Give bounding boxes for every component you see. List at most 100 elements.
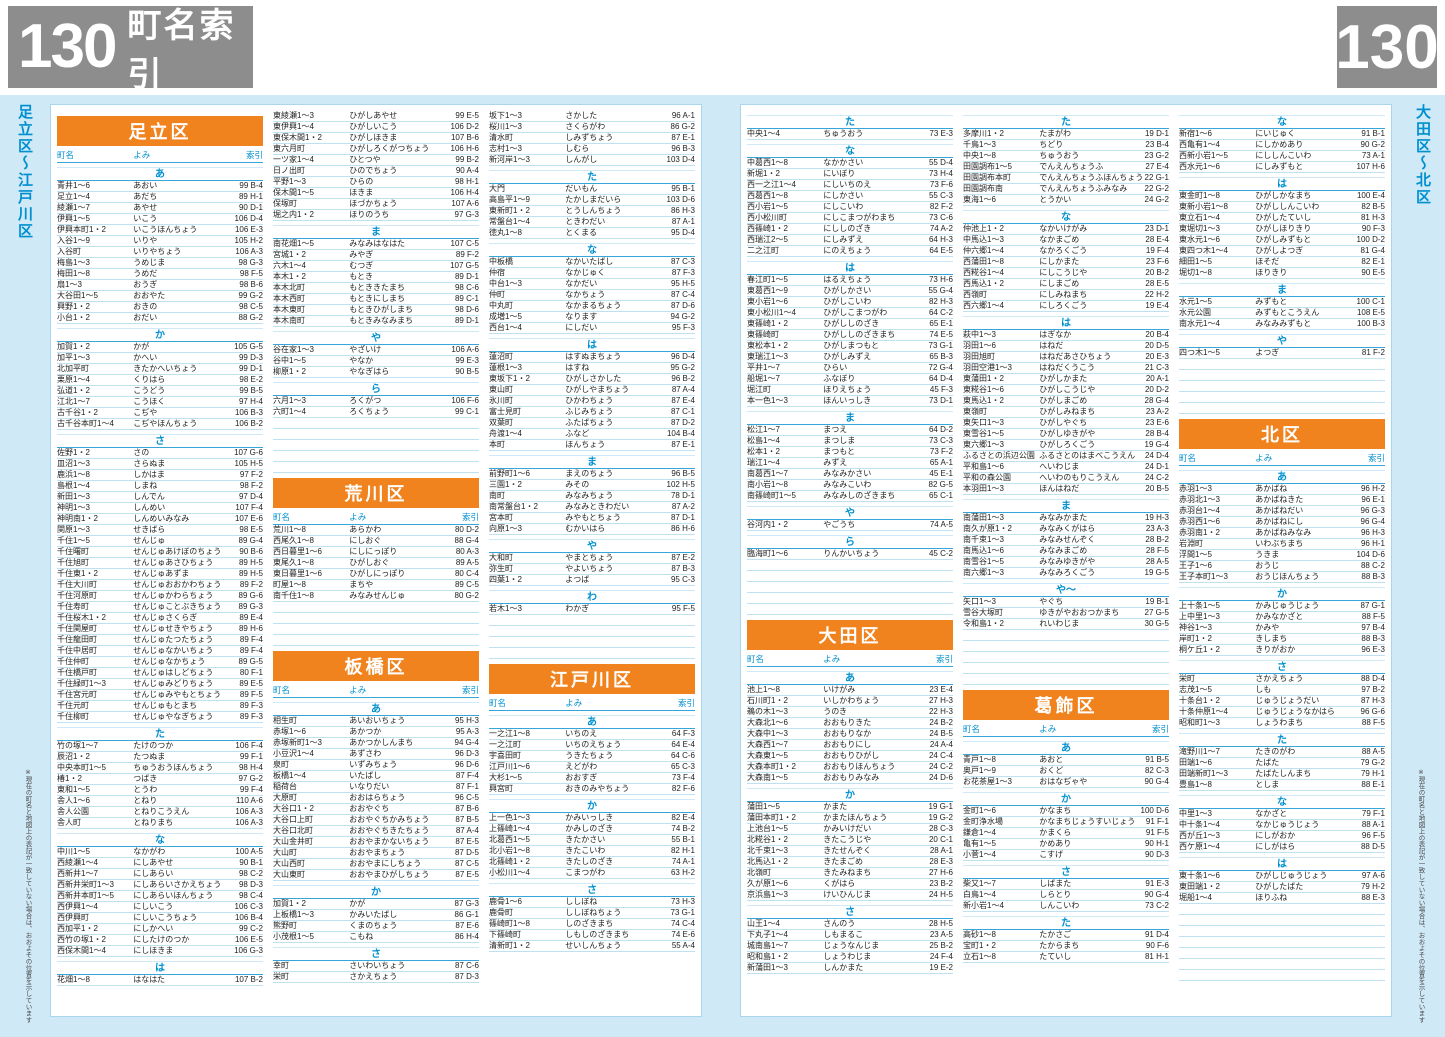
kana-letter: ま [1277,285,1287,296]
index-row: 千鳥1～3 ちどり 23 B-4 [963,140,1169,151]
reading: みなみこいわ [823,480,872,489]
town-name: 南葛西1～7 [747,469,788,478]
kana-letter: さ [155,436,165,447]
town-name: 東伊興1～4 [273,122,314,131]
town-name: 北嶺町 [747,868,771,877]
town-name: 船堀1～7 [747,374,780,383]
town-name: 十条台1・2 [1179,696,1220,705]
town-name: 下篠崎町 [489,930,521,939]
town-name: 千住関屋町 [57,624,97,633]
index-row: 興宮町 おきのみやちょう 82 F-6 [489,784,695,795]
index-row: 本町 ほんちょう 87 E-1 [489,440,695,451]
reading: しんめいみなみ [133,514,190,523]
reading: さくらがわ [565,122,606,131]
index-row: 東坂下1・2 ひがしさかした 96 B-2 [489,374,695,385]
map-ref: 74 B-2 [671,824,695,833]
col-head-town-name: 町名 [1179,453,1197,463]
index-row: 東馬込1・2 ひがしまごめ 28 G-4 [963,396,1169,407]
town-name: 梅島1～3 [57,258,90,267]
kana-section-label: あ [273,702,479,716]
index-row: ふるさとの浜辺公園 ふるさとのはまべこうえん 24 D-4 [963,451,1169,462]
index-column-2: 東綾瀬1～3 ひがしあやせ 99 E-5 東伊興1～4 ひがしいこう 106 D-2 東保木… [273,111,479,1014]
map-ref: 96 F-5 [1361,831,1385,840]
index-row: 東保木間1・2 ひがしほきま 107 B-6 [273,133,479,144]
town-name: 上一色1～3 [489,813,530,822]
index-row: 赤羽1～3 あかばね 96 H-2 [1179,484,1385,495]
reading: むつぎ [349,261,374,270]
index-row: 大森本町1・2 おおもりほんちょう 24 C-2 [747,762,953,773]
reading: おおやぐちかみちょう [349,815,430,824]
index-row: 江北1～7 こうほく 97 H-4 [57,397,263,408]
index-row: 千住河原町 せんじゅかわらちょう 89 G-6 [57,591,263,602]
index-row: 舟渡1～4 ふなど 104 B-4 [489,429,695,440]
reading: ちゅうおう [1039,151,1080,160]
reading: かみいけだい [823,824,872,833]
reading: あかばねきた [1255,495,1304,504]
index-row: 稲荷台 いなりだい 87 F-1 [273,782,479,793]
reading: かなまち [1039,806,1072,815]
kana-letter: や～ [1056,585,1076,596]
reading: ひかわちょう [565,396,614,405]
town-name: 石川町1・2 [747,696,788,705]
kana-letter: あ [845,673,855,684]
reading: なかいたばし [565,257,614,266]
map-ref: 89 E-4 [239,613,263,622]
town-name: 東松本1・2 [747,341,788,350]
map-ref: 28 G-4 [1144,396,1169,405]
reading: しんめい [133,503,166,512]
town-name: 岸町1・2 [1179,634,1212,643]
reading: ひがしやまちょう [565,385,630,394]
index-row: 弘道1・2 こうどう 99 B-5 [57,386,263,397]
empty-rule [1179,403,1385,414]
town-name: 東篠崎1・2 [747,319,788,328]
reading: うきま [1255,550,1280,559]
town-name: 東新小岩1～8 [1179,202,1228,211]
reading: みなみちょう [565,491,614,500]
map-ref: 91 F-5 [1145,828,1169,837]
map-ref: 65 C-1 [928,491,953,500]
reading: ふるさとのはまべこうえん [1039,451,1136,460]
town-name: 神明南1・2 [57,514,98,523]
index-row: 南水元1～4 みなみみずもと 100 B-3 [1179,319,1385,330]
kana-section-label: あ [1179,470,1385,484]
map-ref: 99 B-4 [239,181,263,190]
town-name: 北小岩1～8 [489,846,530,855]
town-name: 青戸1～8 [963,755,996,764]
town-name: 加平1～3 [57,353,90,362]
reading: いわぶちまち [1255,539,1304,548]
index-row: 西保木間1～4 にしほきま 106 G-3 [57,946,263,957]
map-ref: 96 E-3 [1361,645,1385,654]
index-row: 保木間1～5 ほきま 106 H-4 [273,188,479,199]
index-row: 立石1～8 たていし 81 H-1 [963,952,1169,963]
index-row: 南葛西1～7 みなみかさい 45 E-1 [747,469,953,480]
map-ref: 99 F-1 [239,752,263,761]
map-ref: 87 A-4 [455,826,479,835]
index-row: お花茶屋1～3 おはなぢゃや 90 G-4 [963,777,1169,788]
kana-section-label: た [963,916,1169,930]
map-ref: 95 H-5 [670,279,695,288]
kana-section-label: や [489,539,695,553]
town-name: 西篠崎1・2 [747,224,788,233]
reading: ひがしまごめ [1039,396,1088,405]
map-ref: 106 B-4 [234,913,263,922]
town-name: 舟渡1～4 [489,429,522,438]
index-row: 新蒲田1～3 しんかまた 19 E-2 [747,963,953,974]
col-head-town-name: 町名 [489,698,507,708]
empty-rule [747,560,953,571]
reading: たばた [1255,758,1280,767]
kana-section-label: や～ [963,583,1169,597]
reading: おおやまちょう [349,848,406,857]
town-name: 山王1～4 [747,919,780,928]
map-ref: 22 H-2 [1144,290,1169,299]
town-name: 中葛西1～8 [747,158,788,167]
index-row: 谷在家1～3 やざいけ 106 A-6 [273,345,479,356]
kana-letter: か [845,790,855,801]
reading: ほそだ [1255,257,1280,266]
index-row: 中里1～3 なかざと 79 F-1 [1179,809,1385,820]
reading: なかろくごう [1039,246,1088,255]
kana-section-label: た [963,115,1169,129]
index-row: 日ノ出町 ひのでちょう 90 A-4 [273,166,479,177]
map-ref: 73 C-2 [1144,901,1169,910]
kana-section-label: さ [489,883,695,897]
column-headings: 町名 よみ 索引 [57,149,263,163]
